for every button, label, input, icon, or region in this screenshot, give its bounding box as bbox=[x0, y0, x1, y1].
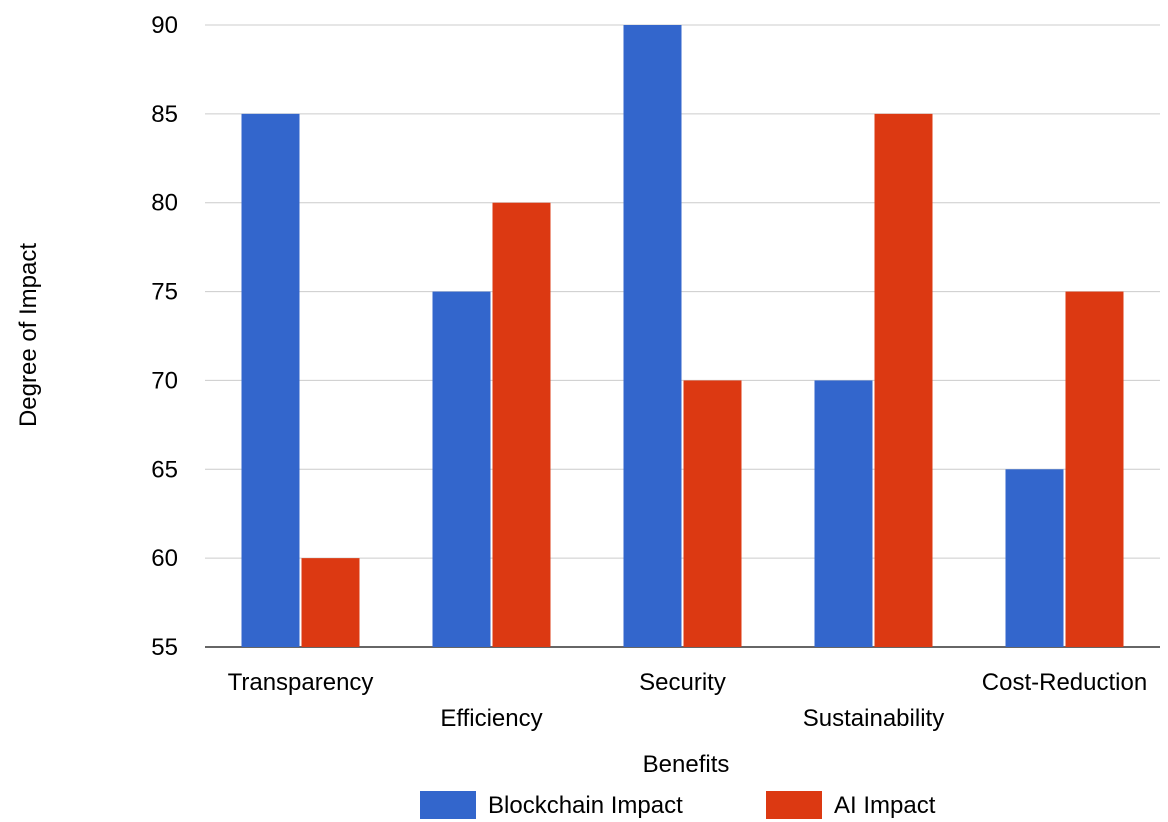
y-tick-label: 70 bbox=[151, 367, 178, 394]
bar-ai-impact-security bbox=[683, 380, 742, 647]
bar-ai-impact-transparency bbox=[301, 558, 360, 647]
x-tick-label: Efficiency bbox=[440, 705, 542, 732]
legend-label: AI Impact bbox=[834, 792, 936, 819]
bar-blockchain-impact-cost-reduction bbox=[1005, 469, 1064, 647]
x-tick-label: Cost-Reduction bbox=[982, 669, 1147, 696]
bars bbox=[241, 25, 1124, 648]
bar-blockchain-impact-transparency bbox=[241, 113, 300, 648]
y-tick-label: 80 bbox=[151, 190, 178, 217]
bar-ai-impact-efficiency bbox=[492, 202, 551, 647]
y-tick-label: 65 bbox=[151, 456, 178, 483]
y-tick-label: 85 bbox=[151, 101, 178, 128]
y-axis-ticks: 55 60 65 70 75 80 85 90 bbox=[151, 12, 178, 661]
bar-ai-impact-sustainability bbox=[874, 113, 933, 648]
y-axis-title: Degree of Impact bbox=[15, 243, 42, 427]
bar-ai-impact-cost-reduction bbox=[1065, 291, 1124, 647]
x-axis-title: Benefits bbox=[643, 751, 730, 778]
bar-blockchain-impact-efficiency bbox=[432, 291, 491, 647]
legend: Blockchain Impact AI Impact bbox=[420, 791, 936, 819]
legend-label: Blockchain Impact bbox=[488, 792, 683, 819]
gridlines bbox=[205, 24, 1160, 648]
y-tick-label: 60 bbox=[151, 545, 178, 572]
legend-swatch bbox=[766, 791, 822, 819]
x-tick-label: Transparency bbox=[228, 669, 374, 696]
legend-swatch bbox=[420, 791, 476, 819]
y-tick-label: 55 bbox=[151, 634, 178, 661]
x-tick-label: Sustainability bbox=[803, 705, 944, 732]
bar-blockchain-impact-sustainability bbox=[814, 380, 873, 647]
y-tick-label: 90 bbox=[151, 12, 178, 39]
x-axis-ticks: Transparency Efficiency Security Sustainabi… bbox=[228, 669, 1148, 732]
x-tick-label: Security bbox=[639, 669, 726, 696]
bar-blockchain-impact-security bbox=[623, 25, 682, 647]
y-tick-label: 75 bbox=[151, 279, 178, 306]
